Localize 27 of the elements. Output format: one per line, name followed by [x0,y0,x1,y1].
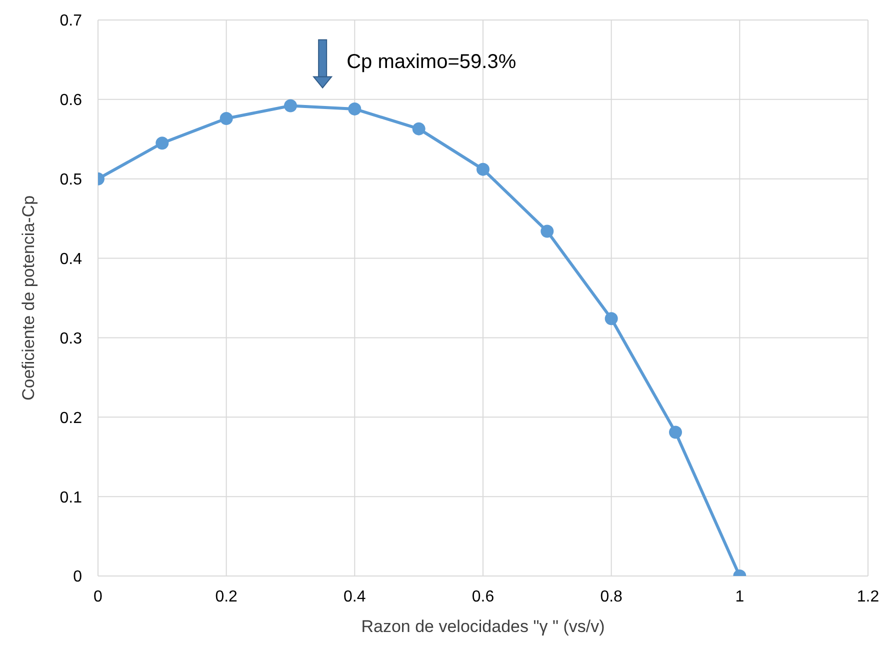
point [412,122,426,136]
x-axis-title: Razon de velocidades "γ " (vs/v) [361,617,605,636]
point [284,99,297,112]
point [540,224,554,238]
y-tick-label: 0.6 [60,92,82,110]
x-tick-label: 0.2 [215,588,238,606]
annotation: Cp maximo=59.3% [346,50,516,73]
x-tick-label: 0.4 [344,588,366,606]
y-tick-label: 0.2 [60,410,82,427]
point [669,426,682,439]
x-tick-label: 0 [94,588,103,606]
y-tick-label: 0 [73,568,82,586]
point [220,112,233,125]
x-tick-label: 0.8 [600,588,623,606]
point [604,312,618,326]
point [156,136,169,150]
y-tick-label: 0.3 [60,330,82,348]
y-axis-title: Coeficiente de potencia-Cp [19,195,38,401]
x-tick-label: 1.2 [856,588,880,606]
point [476,162,490,176]
x-tick-label: 1 [735,588,744,606]
y-tick-label: 0.5 [60,172,82,189]
y-tick-label: 0.1 [60,489,82,506]
x-tick-label: 0.6 [472,588,494,606]
point [348,102,362,116]
y-tick-label: 0.7 [60,12,82,30]
y-tick-label: 0.4 [60,250,82,268]
